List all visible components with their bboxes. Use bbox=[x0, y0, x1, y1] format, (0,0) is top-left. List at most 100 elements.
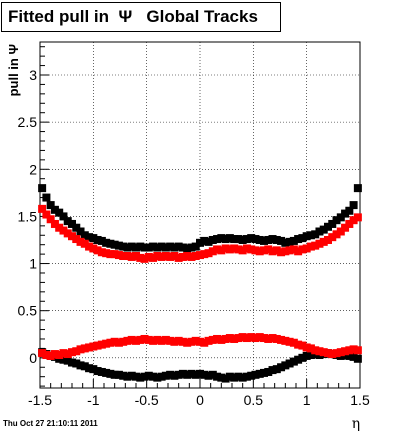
data-point-s1 bbox=[336, 227, 345, 236]
data-point-s2 bbox=[183, 370, 192, 379]
data-point-s3 bbox=[97, 340, 106, 349]
data-point-s3 bbox=[345, 346, 354, 355]
data-point-s0 bbox=[324, 222, 332, 231]
data-point-s3 bbox=[119, 337, 128, 346]
data-point-s3 bbox=[255, 333, 264, 342]
y-tick-label: 1.5 bbox=[18, 208, 38, 224]
data-point-s1 bbox=[285, 246, 294, 255]
data-point-s3 bbox=[238, 333, 247, 342]
data-point-s2 bbox=[200, 370, 209, 379]
data-point-s2 bbox=[285, 359, 294, 368]
data-point-s1 bbox=[251, 246, 260, 255]
data-point-s0 bbox=[110, 240, 119, 249]
data-point-s0 bbox=[251, 235, 260, 244]
data-point-s0 bbox=[225, 234, 234, 243]
data-point-s3 bbox=[281, 336, 290, 345]
data-point-s2 bbox=[174, 370, 183, 379]
data-point-s1 bbox=[161, 252, 170, 261]
timestamp: Thu Oct 27 21:10:11 2011 bbox=[3, 419, 98, 428]
data-point-s2 bbox=[247, 371, 256, 380]
data-point-s2 bbox=[294, 355, 303, 364]
y-tick-label: 1 bbox=[29, 256, 37, 272]
data-point-s0 bbox=[42, 193, 51, 202]
data-point-s0 bbox=[341, 209, 350, 218]
data-point-s2 bbox=[63, 356, 72, 365]
data-point-s3 bbox=[166, 336, 175, 345]
data-point-s3 bbox=[170, 337, 179, 346]
data-point-s1 bbox=[110, 250, 119, 259]
y-tick-label: 2 bbox=[29, 161, 37, 177]
data-point-s2 bbox=[230, 373, 239, 382]
data-point-s3 bbox=[106, 338, 115, 347]
data-point-s3 bbox=[336, 348, 345, 357]
data-point-s1 bbox=[242, 244, 251, 253]
data-point-s2 bbox=[272, 365, 281, 374]
data-point-s3 bbox=[123, 336, 132, 345]
data-point-s1 bbox=[178, 252, 187, 261]
data-point-s3 bbox=[353, 346, 362, 355]
data-point-s0 bbox=[114, 241, 123, 250]
data-point-s3 bbox=[213, 334, 222, 343]
data-point-s3 bbox=[174, 336, 183, 345]
data-point-s0 bbox=[187, 243, 196, 252]
data-point-s1 bbox=[85, 242, 94, 251]
data-point-s1 bbox=[230, 244, 239, 253]
data-point-s0 bbox=[63, 217, 72, 226]
data-point-s0 bbox=[234, 235, 243, 244]
data-point-s2 bbox=[166, 370, 175, 379]
data-point-s0 bbox=[302, 232, 311, 241]
data-point-s3 bbox=[178, 337, 187, 346]
data-point-s0 bbox=[55, 208, 64, 217]
data-point-s0 bbox=[319, 225, 328, 234]
data-point-s0 bbox=[59, 212, 68, 221]
data-point-s3 bbox=[68, 348, 76, 357]
data-point-s0 bbox=[311, 230, 320, 239]
data-point-s0 bbox=[260, 236, 268, 245]
data-point-s3 bbox=[38, 349, 47, 358]
data-point-s3 bbox=[191, 336, 200, 345]
data-point-s3 bbox=[89, 342, 98, 351]
data-point-s2 bbox=[225, 372, 234, 381]
data-point-s1 bbox=[225, 245, 234, 254]
data-point-s1 bbox=[183, 252, 192, 261]
data-point-s0 bbox=[140, 243, 149, 252]
data-point-s1 bbox=[89, 244, 98, 253]
data-point-s1 bbox=[42, 210, 51, 219]
data-point-s0 bbox=[153, 243, 162, 252]
data-point-s2 bbox=[59, 355, 68, 364]
data-point-s0 bbox=[306, 231, 315, 240]
data-point-s1 bbox=[272, 246, 281, 255]
data-point-s3 bbox=[80, 344, 89, 353]
data-point-s1 bbox=[306, 242, 315, 251]
data-point-s0 bbox=[183, 244, 192, 253]
data-point-s1 bbox=[114, 251, 123, 260]
data-point-s2 bbox=[89, 365, 98, 374]
data-point-s1 bbox=[68, 232, 76, 241]
data-point-s2 bbox=[238, 373, 247, 382]
data-point-s3 bbox=[260, 334, 268, 343]
data-point-s3 bbox=[208, 335, 217, 344]
data-point-s1 bbox=[217, 246, 226, 255]
data-point-s1 bbox=[170, 252, 179, 261]
data-point-s1 bbox=[341, 223, 350, 232]
data-point-s2 bbox=[242, 372, 251, 381]
data-point-s3 bbox=[144, 335, 153, 344]
data-point-s0 bbox=[221, 235, 230, 244]
data-point-s1 bbox=[324, 235, 332, 244]
data-point-s1 bbox=[191, 252, 200, 261]
data-point-s1 bbox=[268, 247, 277, 256]
data-point-s0 bbox=[196, 238, 204, 247]
data-point-s1 bbox=[238, 246, 247, 255]
data-point-s0 bbox=[298, 234, 307, 243]
data-point-s3 bbox=[302, 343, 311, 352]
data-point-s0 bbox=[345, 206, 354, 215]
data-point-s1 bbox=[319, 237, 328, 246]
data-point-s2 bbox=[123, 372, 132, 381]
data-point-s3 bbox=[161, 335, 170, 344]
data-point-s0 bbox=[76, 227, 85, 236]
y-tick-label: 3 bbox=[29, 67, 37, 83]
data-point-s3 bbox=[332, 349, 341, 358]
data-point-s1 bbox=[345, 219, 354, 228]
data-point-s1 bbox=[302, 244, 311, 253]
